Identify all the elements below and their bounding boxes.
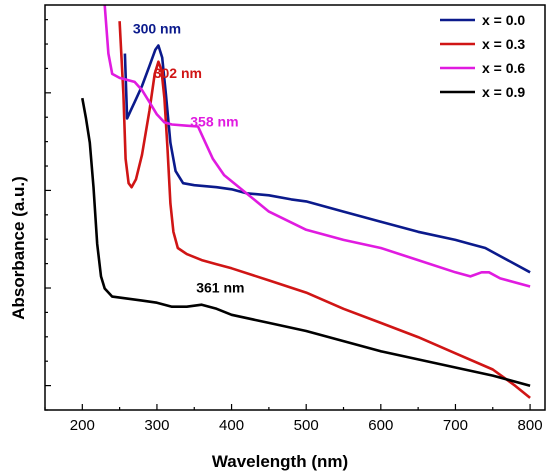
annotations: 300 nm 302 nm 358 nm 361 nm [133,20,245,295]
y-axis-title: Absorbance (a.u.) [9,176,28,320]
x-axis-title: Wavelength (nm) [212,452,348,471]
x-tick-label: 400 [219,417,244,434]
x-tick-label: 500 [294,417,319,434]
series-line-0 [123,44,531,274]
x-tick-label: 800 [518,417,543,434]
series-line-3 [81,97,531,387]
peak-annotation: 300 nm [133,20,181,36]
x-tick-label: 700 [443,417,468,434]
x-tick-label: 200 [70,417,95,434]
legend: x = 0.0 x = 0.3 x = 0.6 x = 0.9 [440,12,525,100]
legend-label: x = 0.9 [482,84,525,100]
series-layer [81,5,531,399]
axes-layer: 200 300 400 500 600 700 800 [44,4,546,434]
legend-label: x = 0.3 [482,36,525,52]
peak-annotation: 302 nm [154,65,202,81]
legend-label: x = 0.6 [482,60,525,76]
series-line-1 [118,21,531,399]
peak-annotation: 358 nm [190,114,238,130]
series-line-2 [103,5,531,288]
plot-frame [44,4,546,411]
x-tick-label: 300 [144,417,169,434]
x-tick-label: 600 [368,417,393,434]
peak-annotation: 361 nm [196,280,244,296]
legend-label: x = 0.0 [482,12,525,28]
